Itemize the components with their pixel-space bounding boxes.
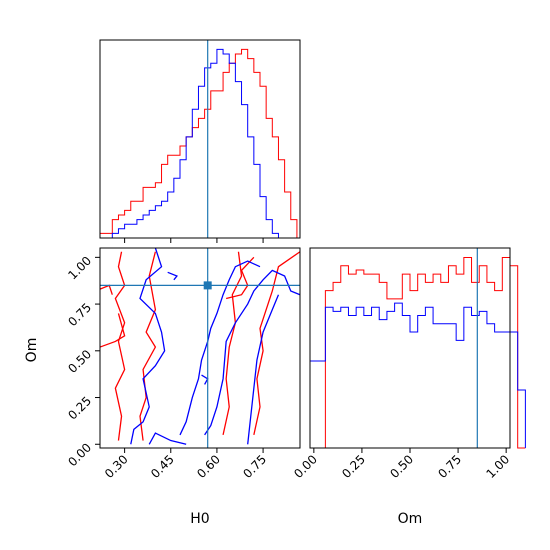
joint-x-axis-label: H0: [190, 511, 209, 527]
joint-y-axis-label: Om: [24, 338, 40, 363]
contour-red-0: [114, 251, 126, 441]
joint-contour-frame: [99, 247, 301, 449]
contour-red-5: [253, 251, 301, 436]
contour-blue-2: [179, 260, 261, 436]
contour-blue-0: [130, 247, 166, 445]
contour-blue-3: [204, 269, 301, 436]
h0-marginal-frame: [99, 39, 301, 239]
joint-truth-marker: [203, 281, 212, 290]
contour-blue-4: [247, 294, 280, 445]
om-x-axis-label: Om: [398, 511, 423, 527]
contour-red-1: [139, 251, 157, 441]
panel-h0-hist-series-blue: [100, 48, 297, 239]
contour-blue-1: [148, 432, 187, 445]
h0-marginal-panel: [99, 39, 301, 243]
contour-blue-5: [167, 271, 178, 281]
panel-h0-hist-series-red: [99, 48, 298, 238]
contour-red-4: [222, 251, 243, 436]
panel-om-hist-series-red: [310, 257, 526, 449]
panel-om-hist-series-blue: [309, 302, 526, 448]
contour-red-2: [99, 313, 126, 348]
